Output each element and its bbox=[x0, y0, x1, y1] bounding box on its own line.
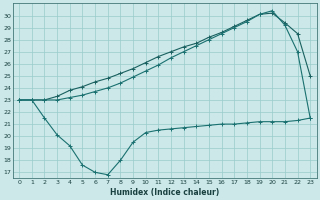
X-axis label: Humidex (Indice chaleur): Humidex (Indice chaleur) bbox=[110, 188, 219, 197]
